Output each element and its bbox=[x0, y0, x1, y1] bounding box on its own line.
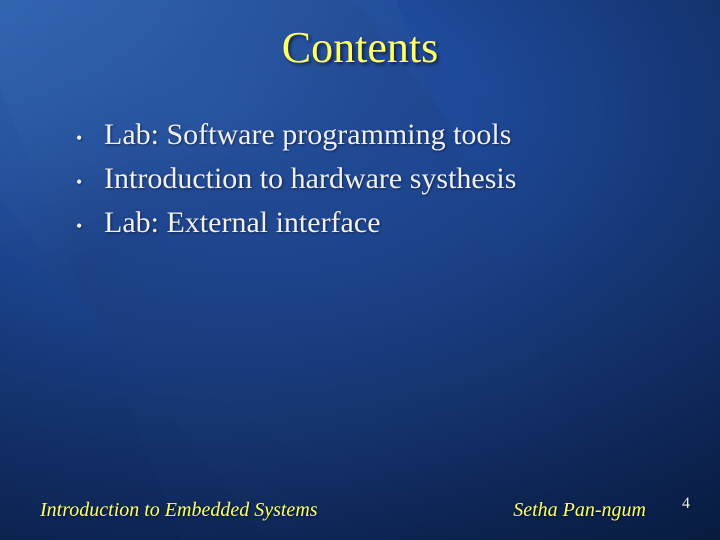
slide: Contents • Lab: Software programming too… bbox=[0, 0, 720, 540]
bullet-icon: • bbox=[70, 122, 104, 154]
bullet-icon: • bbox=[70, 210, 104, 242]
slide-title: Contents bbox=[0, 22, 720, 73]
list-item: • Lab: Software programming tools bbox=[70, 116, 660, 154]
bullet-text: Lab: External interface bbox=[104, 204, 381, 242]
bullet-list: • Lab: Software programming tools • Intr… bbox=[70, 116, 660, 248]
footer-left: Introduction to Embedded Systems bbox=[40, 499, 318, 522]
background-rays bbox=[0, 0, 720, 540]
bullet-text: Introduction to hardware systhesis bbox=[104, 160, 516, 198]
list-item: • Lab: External interface bbox=[70, 204, 660, 242]
list-item: • Introduction to hardware systhesis bbox=[70, 160, 660, 198]
footer-author: Setha Pan-ngum bbox=[513, 499, 646, 522]
bullet-text: Lab: Software programming tools bbox=[104, 116, 511, 154]
page-number: 4 bbox=[682, 495, 690, 513]
bullet-icon: • bbox=[70, 166, 104, 198]
footer: Introduction to Embedded Systems Setha P… bbox=[40, 499, 690, 522]
